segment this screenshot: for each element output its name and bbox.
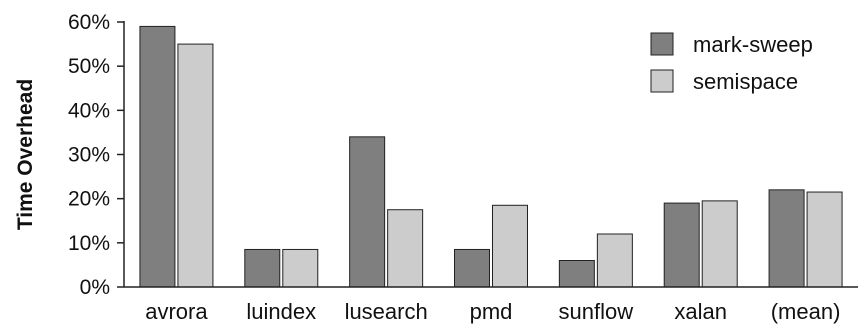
bar-semispace-luindex xyxy=(282,248,319,288)
bar-semispace-mean xyxy=(806,191,843,288)
y-axis-label: Time Overhead xyxy=(14,79,37,230)
bar-mark-sweep-lusearch xyxy=(349,136,386,288)
y-tick-label: 60% xyxy=(68,11,110,34)
x-tick-label: lusearch xyxy=(345,299,428,324)
y-tick-label: 20% xyxy=(68,188,110,211)
bar-mark-sweep-mean xyxy=(768,189,805,288)
bar-semispace-avrora xyxy=(177,43,214,288)
x-tick-label: sunflow xyxy=(559,299,634,324)
x-tick-label: (mean) xyxy=(771,299,841,324)
bar-mark-sweep-pmd xyxy=(454,248,490,288)
legend-swatch-mark-sweep xyxy=(650,32,674,56)
legend-swatch-semispace xyxy=(650,69,674,93)
legend: mark-sweep semispace xyxy=(650,32,813,94)
x-tick-label: avrora xyxy=(145,299,208,324)
x-tick-label: xalan xyxy=(674,299,727,324)
y-axis: 0% 10% 20% 30% 40% 50% 60% xyxy=(68,11,125,299)
bar-mark-sweep-luindex xyxy=(244,248,281,288)
y-tick-label: 10% xyxy=(68,232,110,255)
bar-semispace-xalan xyxy=(701,200,738,288)
bar-mark-sweep-avrora xyxy=(139,25,176,288)
y-tick-label: 0% xyxy=(80,276,110,299)
bar-semispace-sunflow xyxy=(596,233,633,288)
x-axis: avrora luindex lusearch pmd sunflow xalan (mea… xyxy=(124,286,858,324)
bar-semispace-lusearch xyxy=(387,209,424,288)
bar-mark-sweep-sunflow xyxy=(558,260,595,288)
y-tick-label: 50% xyxy=(68,55,110,78)
bar-semispace-pmd xyxy=(492,204,528,288)
legend-label-semispace: semispace xyxy=(693,69,798,94)
legend-label-mark-sweep: mark-sweep xyxy=(693,32,813,57)
bar-mark-sweep-xalan xyxy=(663,202,700,288)
y-tick-label: 30% xyxy=(68,144,110,167)
bars xyxy=(139,25,843,288)
x-tick-label: luindex xyxy=(246,299,316,324)
x-tick-label: pmd xyxy=(470,299,513,324)
y-tick-label: 40% xyxy=(68,99,110,122)
